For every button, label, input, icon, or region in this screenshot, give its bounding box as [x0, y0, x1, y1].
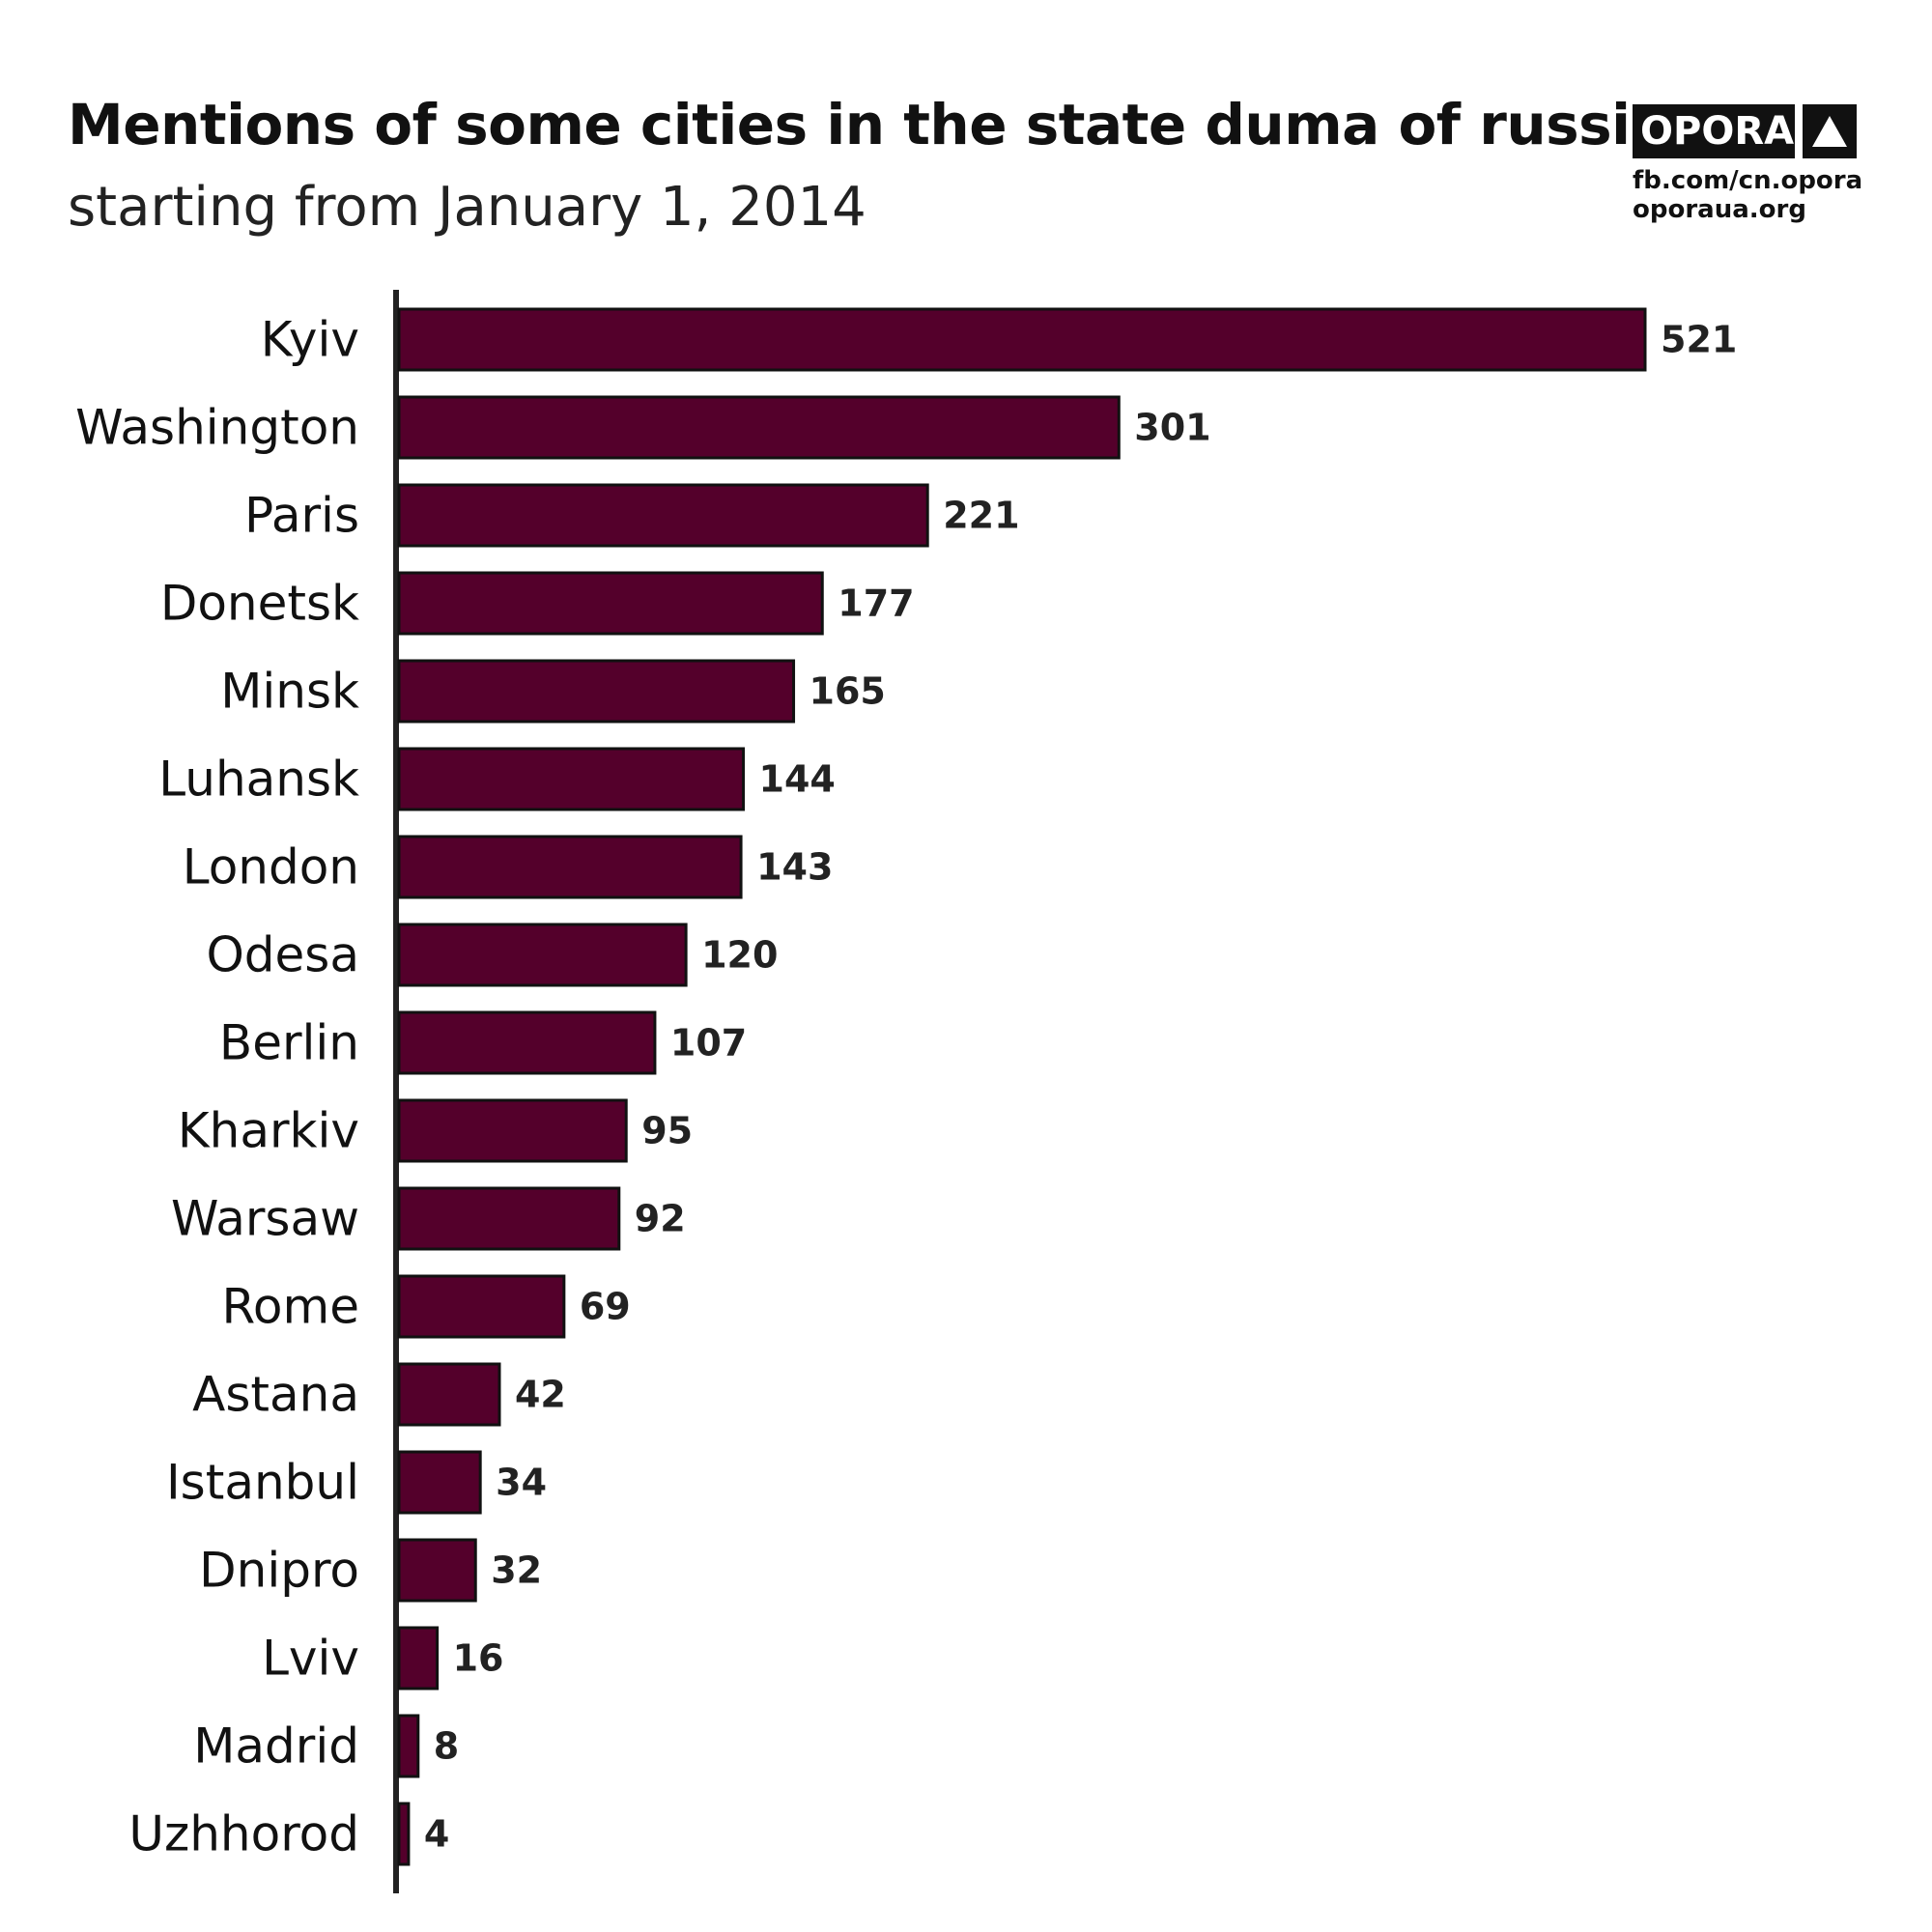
value-label: 4	[424, 1813, 449, 1856]
value-label: 16	[453, 1637, 504, 1680]
category-label: Berlin	[219, 1015, 359, 1071]
brand-block: OPORA fb.com/cn.opora oporaua.org	[1633, 104, 1864, 224]
value-label: 8	[434, 1725, 459, 1768]
value-label: 69	[580, 1286, 631, 1328]
category-label: Donetsk	[160, 576, 359, 632]
bar-paris	[397, 483, 929, 548]
category-label: Uzhhorod	[128, 1806, 359, 1862]
bar-berlin	[397, 1010, 657, 1075]
bar-uzhhorod	[397, 1802, 411, 1866]
category-label: Warsaw	[171, 1191, 359, 1247]
bar-minsk	[397, 659, 796, 724]
category-label: Madrid	[193, 1719, 359, 1775]
chart-title: Mentions of some cities in the state dum…	[68, 92, 1668, 157]
website-link[interactable]: oporaua.org	[1633, 195, 1806, 224]
bar-lviv	[397, 1626, 440, 1690]
triangle-icon	[1803, 104, 1857, 158]
brand-name: OPORA	[1633, 104, 1795, 158]
category-label: Odesa	[206, 927, 359, 983]
value-label: 120	[701, 934, 778, 977]
bar-istanbul	[397, 1450, 482, 1515]
value-label: 34	[496, 1462, 547, 1504]
bar-washington	[397, 395, 1121, 460]
category-label: Kyiv	[261, 312, 359, 368]
value-label: 165	[810, 670, 886, 713]
bar-dnipro	[397, 1538, 477, 1603]
category-label: Astana	[192, 1367, 359, 1423]
category-label: Paris	[244, 488, 359, 544]
value-label: 301	[1134, 407, 1210, 449]
category-label: Lviv	[262, 1631, 359, 1687]
bar-warsaw	[397, 1186, 621, 1251]
bar-donetsk	[397, 571, 824, 636]
value-label: 143	[756, 846, 833, 889]
category-label: Kharkiv	[178, 1103, 359, 1159]
value-label: 177	[838, 582, 914, 625]
bar-rome	[397, 1274, 566, 1339]
category-label: London	[183, 839, 359, 895]
bar-odesa	[397, 923, 688, 987]
value-label: 32	[491, 1549, 542, 1592]
bar-madrid	[397, 1714, 420, 1778]
bar-luhansk	[397, 747, 746, 811]
category-label: Minsk	[220, 664, 359, 720]
category-label: Istanbul	[166, 1455, 359, 1511]
chart-subtitle: starting from January 1, 2014	[68, 176, 867, 239]
category-label: Rome	[221, 1279, 359, 1335]
bar-london	[397, 835, 743, 899]
bar-kyiv	[397, 307, 1647, 372]
value-label: 521	[1661, 319, 1737, 361]
bar-kharkiv	[397, 1098, 628, 1163]
bar-astana	[397, 1362, 501, 1427]
facebook-link[interactable]: fb.com/cn.opora	[1633, 166, 1863, 195]
category-label: Washington	[75, 400, 359, 456]
value-label: 221	[943, 495, 1019, 537]
value-label: 42	[515, 1374, 566, 1416]
value-label: 95	[641, 1110, 693, 1152]
category-label: Dnipro	[199, 1543, 359, 1599]
value-label: 92	[635, 1198, 686, 1240]
category-label: Luhansk	[158, 752, 359, 808]
value-label: 107	[670, 1022, 747, 1065]
value-label: 144	[759, 758, 836, 801]
